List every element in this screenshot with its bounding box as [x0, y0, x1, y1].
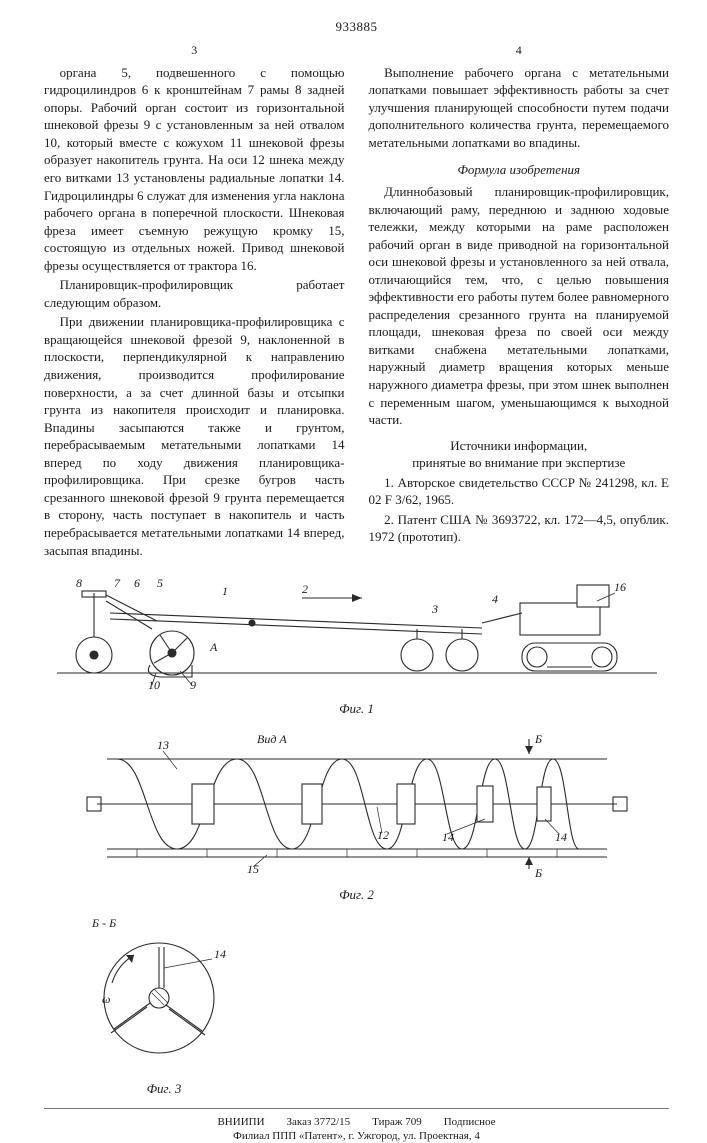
left-column: 3 органа 5, подвешенного с помощью гидро…: [44, 42, 345, 562]
fig3-lbl-omega: ω: [102, 992, 110, 1006]
fig3-section-title: Б - Б: [92, 915, 244, 931]
fig2-sec-bot: Б: [534, 866, 542, 879]
fig1-lbl-5: 5: [157, 576, 163, 590]
fig1-lbl-3: 3: [431, 602, 438, 616]
sources-title: Источники информации, принятые во вниман…: [369, 437, 670, 472]
fig1-lbl-9: 9: [190, 678, 196, 692]
fig2-svg: Вид А 13 12 14 14 15 Б Б: [77, 729, 637, 879]
formula-title: Формула изобретения: [369, 161, 670, 179]
figure-2: Вид А 13 12 14 14 15 Б Б Фиг. 2: [44, 729, 669, 903]
fig3-svg: 14 ω: [84, 933, 244, 1073]
right-column: 4 Выполнение рабочего органа с метательн…: [369, 42, 670, 562]
left-body: органа 5, подвешенного с помощью гидроци…: [44, 64, 345, 559]
fig2-lbl-15: 15: [247, 862, 259, 876]
figure-1: 8 7 6 5 1 2 3 4 16 9 10 A Фиг. 1: [44, 573, 669, 717]
fig1-lbl-1: 1: [222, 584, 228, 598]
right-intro: Выполнение рабочего органа с метательным…: [369, 64, 670, 152]
fig2-sec-top: Б: [534, 732, 542, 746]
source-1: 1. Авторское свидетельство СССР № 241298…: [369, 474, 670, 509]
text-columns: 3 органа 5, подвешенного с помощью гидро…: [44, 42, 669, 562]
fig2-lbl-13: 13: [157, 738, 169, 752]
fig2-view-label: Вид А: [257, 732, 287, 746]
left-col-number: 3: [44, 42, 345, 58]
footer-order: Заказ 3772/15: [287, 1115, 351, 1129]
fig2-caption: Фиг. 2: [44, 886, 669, 904]
fig1-lbl-2: 2: [302, 582, 308, 596]
fig1-lbl-16: 16: [614, 580, 626, 594]
fig3-lbl-14: 14: [214, 947, 226, 961]
fig1-svg: 8 7 6 5 1 2 3 4 16 9 10 A: [52, 573, 662, 693]
left-p2: Планировщик-профилировщик работает следу…: [44, 276, 345, 311]
right-col-number: 4: [369, 42, 670, 58]
fig3-caption: Фиг. 3: [84, 1080, 244, 1098]
footer-tirazh: Тираж 709: [372, 1115, 422, 1129]
fig1-lbl-A: A: [209, 640, 218, 654]
left-p1: органа 5, подвешенного с помощью гидроци…: [44, 64, 345, 275]
formula-text: Длиннобазовый планировщик-профилировщик,…: [369, 183, 670, 429]
source-2: 2. Патент США № 3693722, кл. 172—4,5, оп…: [369, 511, 670, 546]
footer-address: Филиал ППП «Патент», г. Ужгород, ул. Про…: [44, 1129, 669, 1143]
fig1-lbl-6: 6: [134, 576, 140, 590]
fig2-lbl-12: 12: [377, 828, 389, 842]
fig1-lbl-4: 4: [492, 592, 498, 606]
left-p3: При движении планировщика-профилировщика…: [44, 313, 345, 559]
fig1-caption: Фиг. 1: [44, 700, 669, 718]
imprint-footer: ВНИИПИ Заказ 3772/15 Тираж 709 Подписное…: [44, 1108, 669, 1143]
fig1-lbl-7: 7: [114, 576, 121, 590]
patent-number: 933885: [44, 18, 669, 36]
right-body: Выполнение рабочего органа с метательным…: [369, 64, 670, 546]
footer-subscr: Подписное: [444, 1115, 496, 1129]
fig1-lbl-8: 8: [76, 576, 82, 590]
figure-3: Б - Б: [84, 915, 244, 1097]
patent-page: 933885 3 органа 5, подвешенного с помощь…: [0, 0, 707, 1000]
footer-org: ВНИИПИ: [217, 1115, 264, 1129]
